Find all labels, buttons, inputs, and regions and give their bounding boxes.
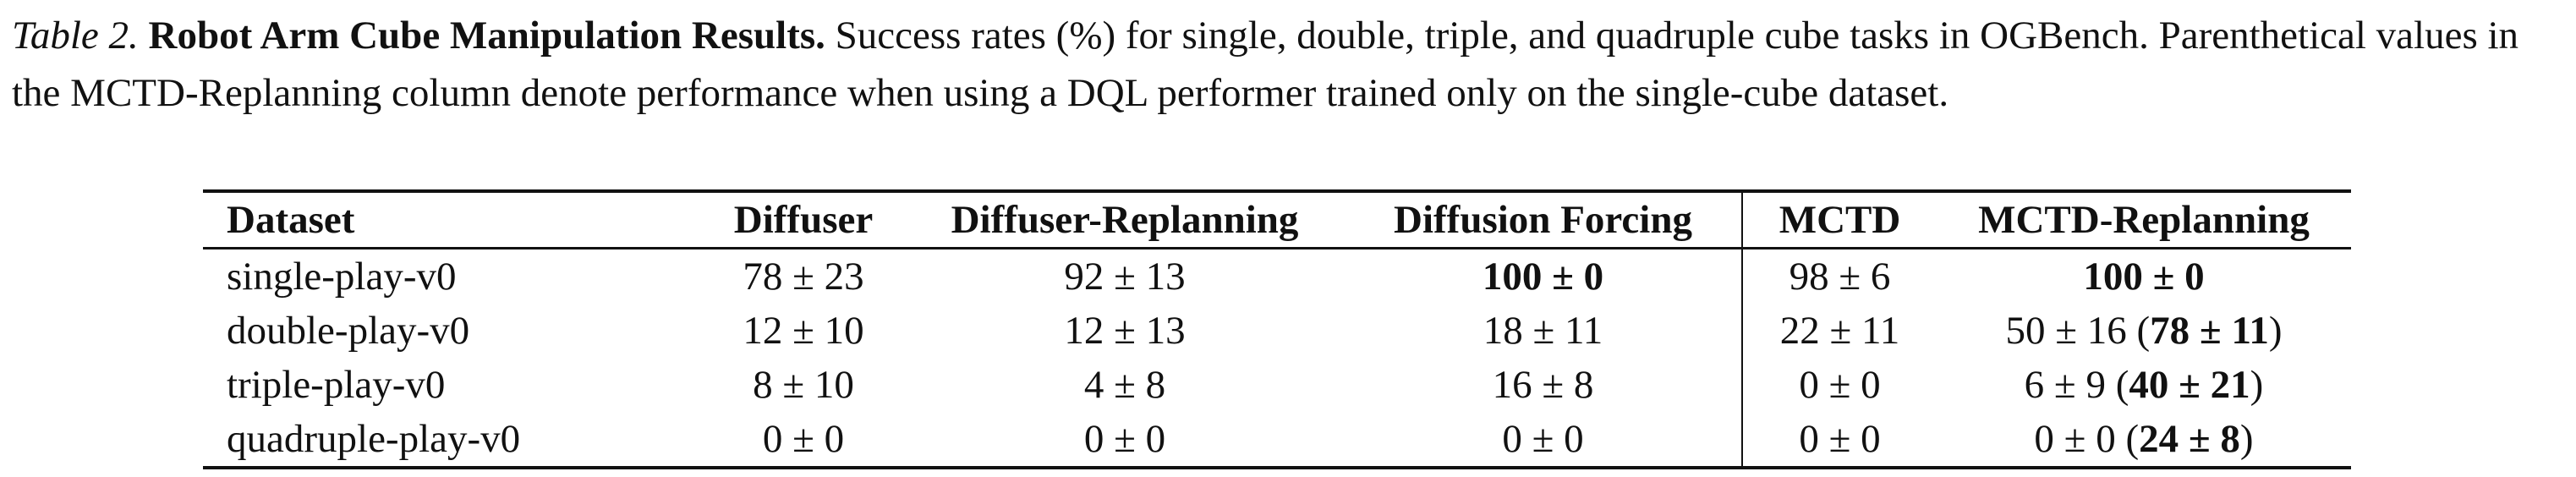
- header-diffuser-replanning: Diffuser-Replanning: [951, 198, 1299, 242]
- header-mctd-replanning: MCTD-Replanning: [1978, 198, 2310, 242]
- caption-text: Success rates (%) for single, double, tr…: [12, 14, 2519, 115]
- header-dataset: Dataset: [227, 198, 355, 242]
- table-row: single-play-v0 78 ± 23 92 ± 13 100 ± 0 9…: [203, 248, 2351, 304]
- cell-mctd-replanning-value: 6 ± 9: [2024, 363, 2106, 407]
- cell-mctd-replanning-paren: 78 ± 11: [2150, 309, 2269, 353]
- table-header-row: Dataset Diffuser Diffuser-Replanning Dif…: [203, 191, 2351, 249]
- table-row: double-play-v0 12 ± 10 12 ± 13 18 ± 11 2…: [203, 304, 2351, 358]
- results-table: Dataset Diffuser Diffuser-Replanning Dif…: [203, 189, 2351, 469]
- caption-title: Robot Arm Cube Manipulation Results.: [148, 14, 825, 58]
- cell-diffuser-replanning: 4 ± 8: [1083, 363, 1166, 407]
- cell-mctd: 98 ± 6: [1741, 248, 1937, 304]
- header-diffusion-forcing: Diffusion Forcing: [1394, 198, 1692, 242]
- cell-mctd-replanning-value: 0 ± 0: [2034, 417, 2116, 461]
- cell-mctd-replanning-paren: 40 ± 21: [2129, 363, 2250, 407]
- header-mctd: MCTD: [1741, 191, 1937, 249]
- cell-diffuser: 12 ± 10: [743, 309, 864, 353]
- cell-diffuser-replanning: 12 ± 13: [1064, 309, 1186, 353]
- cell-diffuser-replanning: 92 ± 13: [1064, 255, 1186, 299]
- cell-mctd-replanning-value: 50 ± 16: [2005, 309, 2127, 353]
- cell-dataset: double-play-v0: [227, 309, 470, 353]
- cell-diffuser: 8 ± 10: [753, 363, 854, 407]
- cell-mctd-replanning: 50 ± 16 (78 ± 11): [2005, 309, 2283, 353]
- cell-mctd-replanning-value: 100 ± 0: [2083, 255, 2205, 299]
- cell-dataset: triple-play-v0: [227, 363, 446, 407]
- cell-mctd: 0 ± 0: [1741, 358, 1937, 412]
- table-row: triple-play-v0 8 ± 10 4 ± 8 16 ± 8 0 ± 0…: [203, 358, 2351, 412]
- cell-mctd-replanning: 100 ± 0: [1937, 249, 2351, 304]
- cell-diffusion-forcing: 0 ± 0: [1502, 417, 1584, 461]
- cell-diffuser: 0 ± 0: [762, 417, 845, 461]
- header-diffuser: Diffuser: [733, 198, 874, 242]
- cell-diffusion-forcing: 100 ± 0: [1482, 255, 1604, 299]
- cell-mctd: 0 ± 0: [1741, 412, 1937, 468]
- results-table-wrapper: Dataset Diffuser Diffuser-Replanning Dif…: [203, 189, 2351, 469]
- cell-diffusion-forcing: 18 ± 11: [1483, 309, 1603, 353]
- cell-diffuser-replanning: 0 ± 0: [1083, 417, 1166, 461]
- cell-diffuser: 78 ± 23: [743, 255, 864, 299]
- table-row: quadruple-play-v0 0 ± 0 0 ± 0 0 ± 0 0 ± …: [203, 412, 2351, 468]
- cell-diffusion-forcing: 16 ± 8: [1492, 363, 1594, 407]
- table-caption: Table 2. Robot Arm Cube Manipulation Res…: [12, 7, 2566, 122]
- cell-mctd-replanning: 6 ± 9 (40 ± 21): [2024, 363, 2264, 407]
- cell-mctd-replanning: 0 ± 0 (24 ± 8): [2034, 417, 2254, 461]
- cell-dataset: single-play-v0: [227, 255, 457, 299]
- caption-label: Table 2.: [12, 14, 139, 58]
- cell-mctd: 22 ± 11: [1741, 304, 1937, 358]
- cell-dataset: quadruple-play-v0: [227, 417, 521, 461]
- cell-mctd-replanning-paren: 24 ± 8: [2139, 417, 2240, 461]
